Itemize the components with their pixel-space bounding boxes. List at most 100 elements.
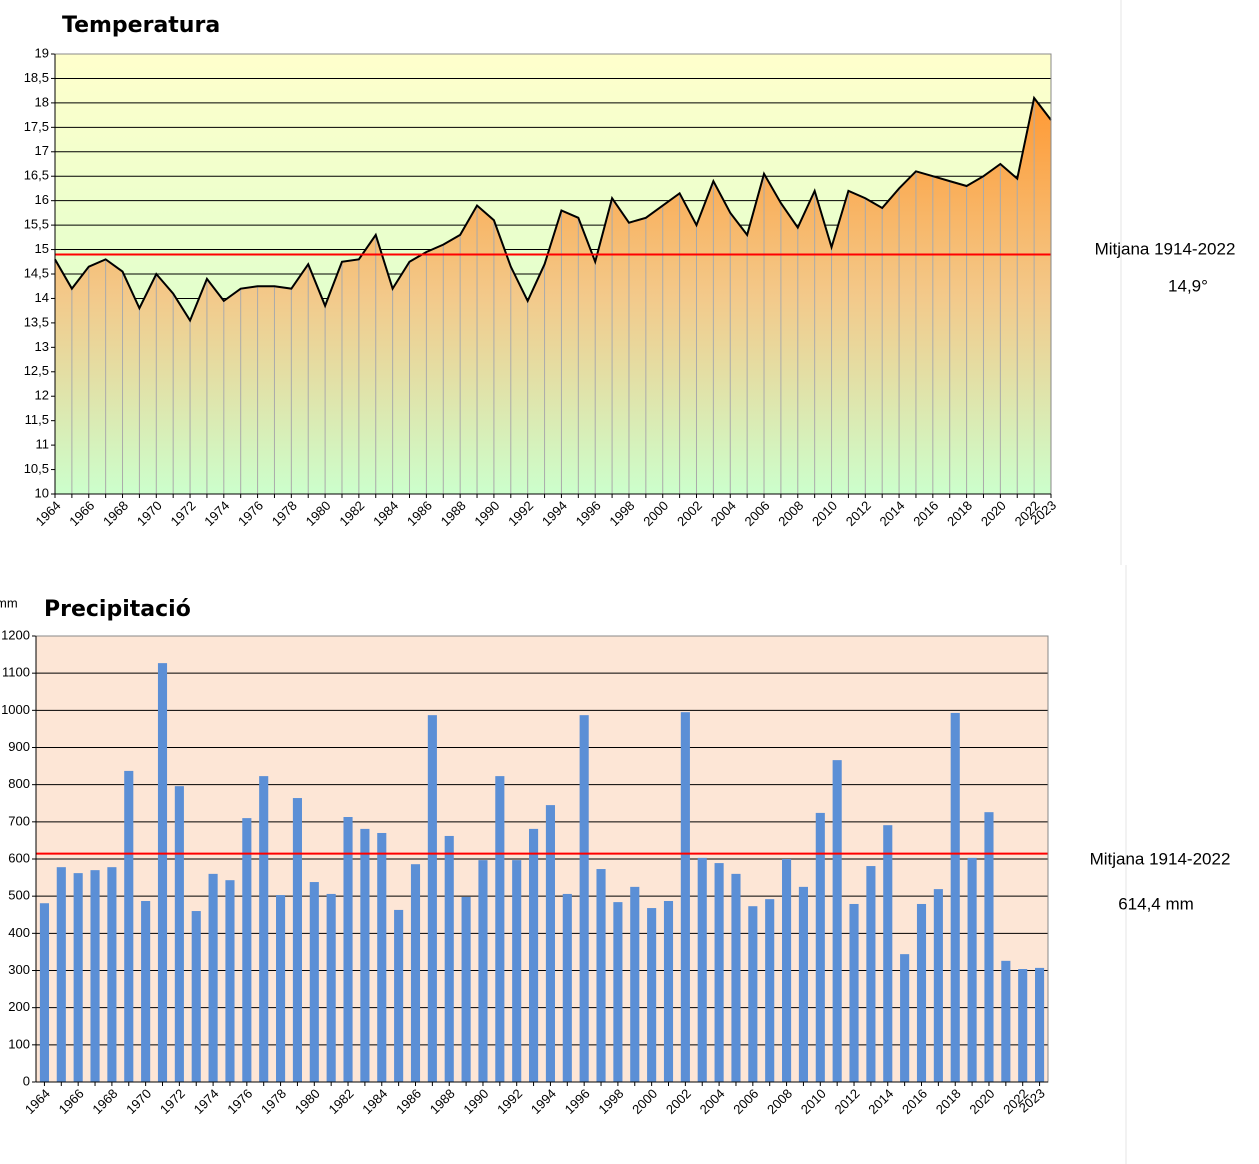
x-tick-label: 2006 [742,498,773,529]
bar [90,870,100,1082]
chart-title: Precipitació [44,597,191,622]
x-tick-label: 1974 [191,1086,222,1117]
bar [259,776,269,1082]
bar [427,715,437,1082]
y-tick-label: 16,5 [24,168,49,183]
x-tick-label: 1982 [326,1086,357,1117]
mean-value: 14,9° [1168,276,1208,295]
y-tick-label: 14 [35,290,49,305]
y-tick-label: 14,5 [24,265,49,280]
x-tick-label: 2006 [730,1086,761,1117]
x-tick-label: 1966 [66,498,97,529]
y-tick-label: 19 [35,45,49,60]
y-axis-label: mm [0,595,18,610]
bar [1001,960,1011,1082]
x-tick-label: 2000 [629,1086,660,1117]
bar [478,860,488,1082]
bar [141,900,151,1082]
x-tick-label: 1986 [393,1086,424,1117]
y-tick-label: 0 [23,1073,30,1088]
x-tick-label: 2002 [674,498,705,529]
x-tick-label: 2020 [978,498,1009,529]
bar [782,859,792,1082]
y-tick-label: 12,5 [24,363,49,378]
bar [596,869,606,1082]
bar [225,880,235,1082]
y-tick-label: 900 [8,739,30,754]
bar [326,893,336,1082]
x-tick-label: 1984 [359,1086,390,1117]
bar [916,903,927,1082]
x-tick-label: 1966 [56,1086,87,1117]
x-tick-label: 1998 [595,1086,626,1117]
bar [343,817,353,1082]
y-tick-label: 1000 [1,702,30,717]
x-tick-label: 1980 [292,1086,323,1117]
y-tick-label: 400 [8,925,30,940]
bar [748,906,758,1082]
x-tick-label: 1978 [258,1086,289,1117]
y-tick-label: 15,5 [24,217,49,232]
x-tick-label: 2014 [877,498,908,529]
x-tick-label: 1984 [370,498,401,529]
mean-label: Mitjana 1914-2022 [1095,239,1236,258]
bar [208,873,218,1082]
x-tick-label: 2012 [843,498,874,529]
y-tick-label: 800 [8,776,30,791]
mean-value: 614,4 mm [1118,894,1194,913]
bar [377,832,387,1082]
y-tick-label: 10 [35,485,49,500]
y-tick-label: 1100 [2,665,30,680]
bar [849,903,859,1082]
bar [647,908,657,1082]
chart-title: Temperatura [62,13,220,38]
y-tick-label: 10,5 [24,461,49,476]
x-tick-label: 1980 [303,498,334,529]
y-tick-label: 13,5 [24,314,49,329]
x-tick-label: 2000 [640,498,671,529]
x-tick-label: 1988 [438,498,469,529]
x-tick-label: 1992 [494,1086,525,1117]
bar [292,798,302,1082]
y-tick-label: 17 [35,143,49,158]
bar [883,825,893,1082]
bar [39,903,49,1082]
y-tick-label: 17,5 [24,119,49,134]
x-tick-label: 1988 [427,1086,458,1117]
bar [562,893,572,1082]
y-tick-label: 18 [35,94,49,109]
x-tick-label: 2018 [933,1086,964,1117]
y-tick-label: 13 [35,339,49,354]
x-tick-label: 2016 [910,498,941,529]
bar [579,715,589,1082]
bar [242,818,252,1082]
y-tick-label: 1200 [1,627,30,642]
x-tick-label: 2002 [663,1086,694,1117]
x-tick-label: 1986 [404,498,435,529]
area [55,98,1051,494]
x-tick-label: 2008 [764,1086,795,1117]
bar [798,886,808,1082]
x-tick-label: 1982 [336,498,367,529]
x-tick-label: 1972 [157,1086,188,1117]
x-tick-label: 1994 [528,1086,559,1117]
bar [933,889,943,1082]
x-tick-label: 1970 [123,1086,154,1117]
bar [663,900,674,1082]
x-tick-label: 2004 [708,498,739,529]
bar [495,776,505,1082]
y-tick-label: 500 [8,888,30,903]
x-tick-label: 2012 [832,1086,863,1117]
x-tick-label: 1990 [460,1086,491,1117]
bar [680,712,690,1082]
y-tick-label: 15 [35,241,49,256]
bar [107,867,117,1082]
bar [950,712,960,1082]
bar [157,663,168,1082]
y-tick-label: 18,5 [24,70,49,85]
bar [512,860,522,1082]
y-tick-label: 100 [8,1036,30,1051]
y-tick-label: 11,5 [25,412,49,427]
y-tick-label: 12 [35,388,49,403]
